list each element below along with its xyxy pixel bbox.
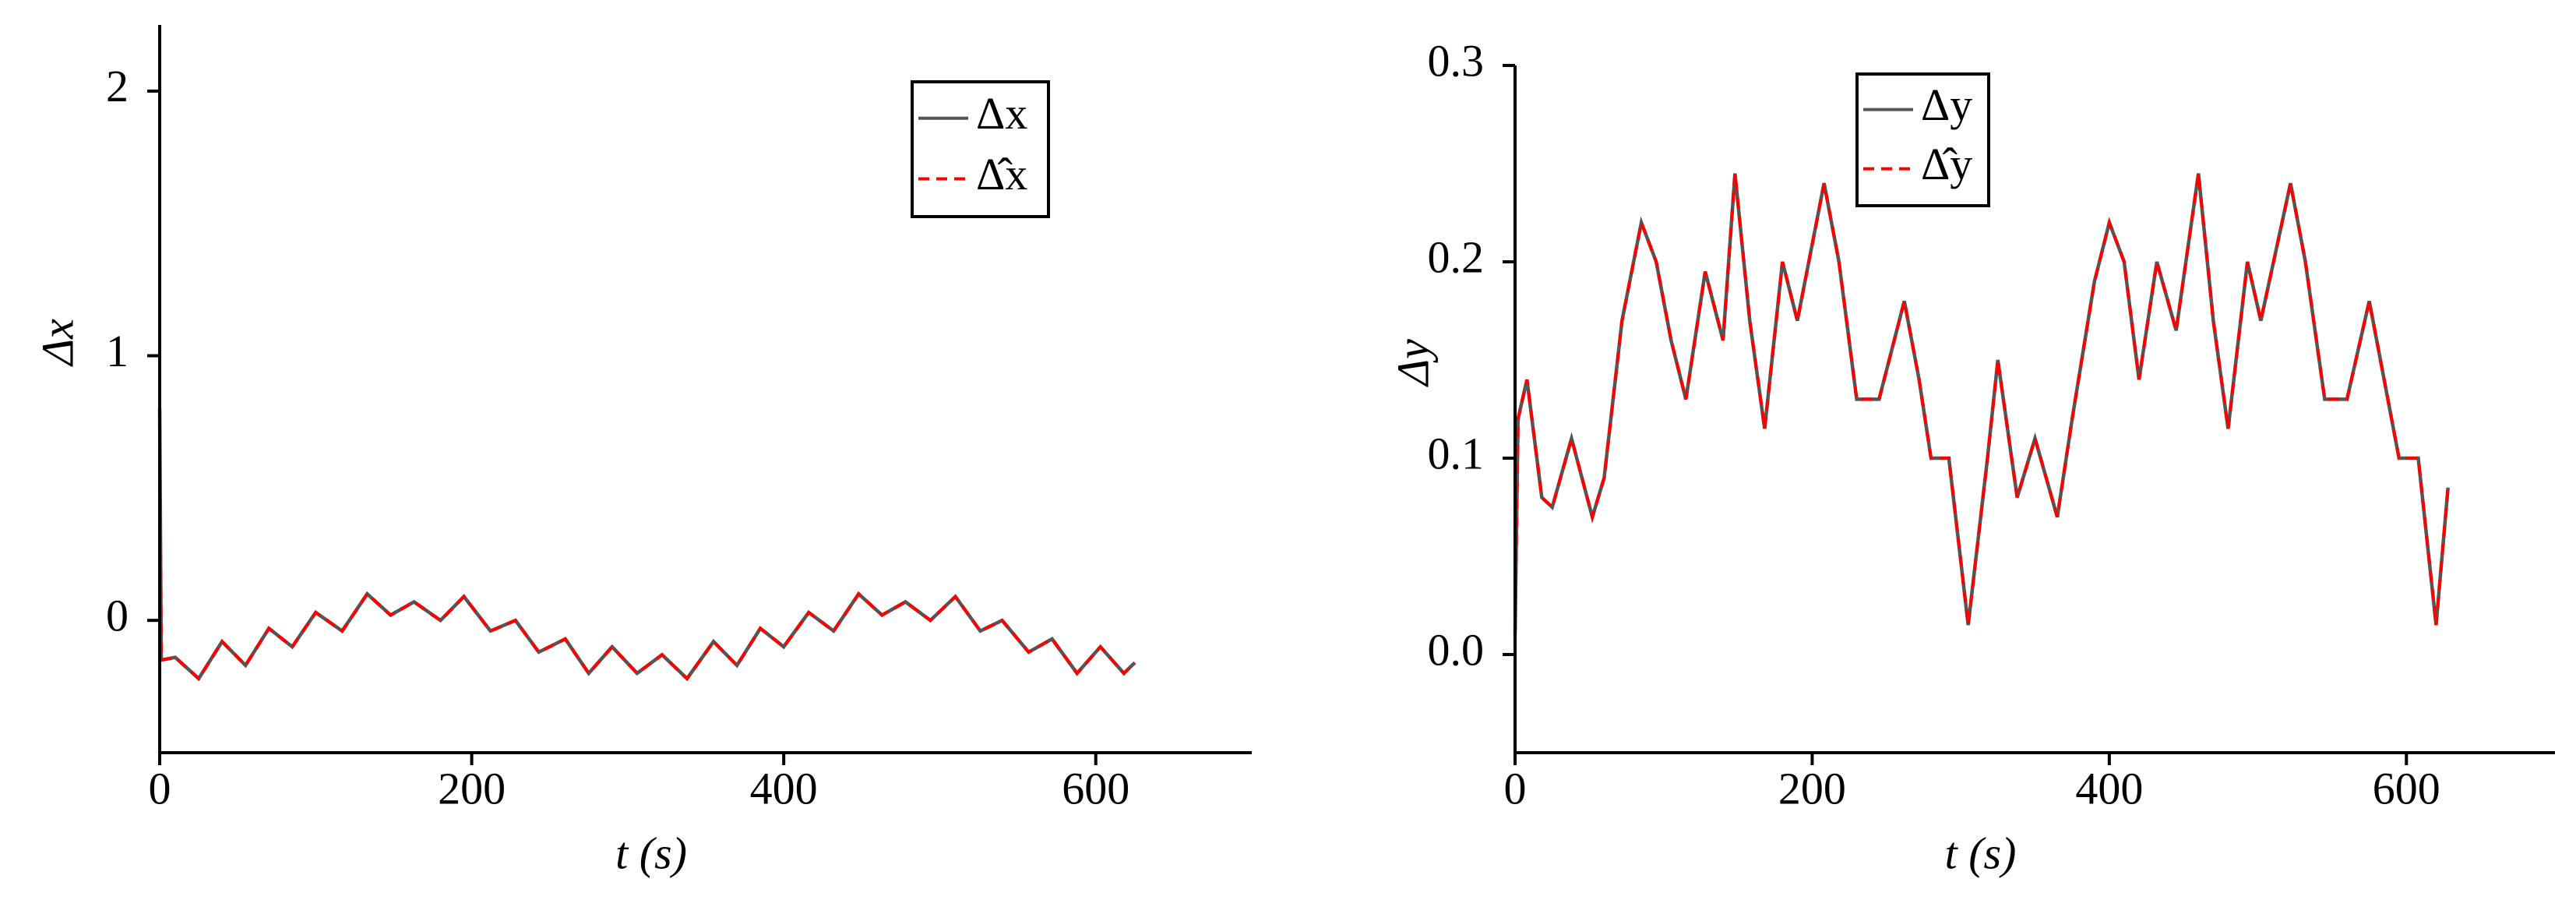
y-tick-label: 1 — [106, 326, 129, 376]
legend-label: Δx — [976, 88, 1027, 139]
legend-label: Δy — [1921, 79, 1972, 130]
legend-box — [911, 80, 1050, 218]
plot: 0 200 400 600 0 1 2 t (s) Δx Δx Δ̂x — [32, 25, 1252, 878]
x-tick-label: 400 — [750, 763, 818, 813]
y-tick-label: 2 — [106, 61, 129, 111]
x-tick-label: 0 — [149, 763, 171, 813]
x-tick-label: 600 — [1062, 763, 1129, 813]
y-axis-label: Δy — [1387, 339, 1438, 387]
x-tick-label: 200 — [1778, 763, 1846, 813]
y-tick-label: 0.1 — [1428, 428, 1485, 478]
data-line — [157, 408, 1136, 682]
legend-label: Δ̂x — [976, 149, 1027, 199]
x-tick-label: 200 — [438, 763, 506, 813]
data-line — [1514, 173, 2450, 635]
x-axis-label: t (s) — [615, 827, 687, 878]
x-tick-label: 600 — [2373, 763, 2440, 813]
data-line — [158, 408, 1136, 681]
x-tick-label: 400 — [2075, 763, 2143, 813]
x-tick-label: 0 — [1504, 763, 1527, 813]
data-line — [1513, 173, 2450, 635]
y-tick-label: 0 — [106, 590, 129, 640]
legend-label: Δ̂y — [1921, 139, 1972, 189]
y-tick-label: 0.3 — [1428, 35, 1485, 86]
x-axis-label: t (s) — [1945, 827, 2017, 878]
y-tick-label: 0.0 — [1428, 624, 1485, 675]
plot: 0 200 400 600 0.0 0.1 0.2 0.3 t (s) Δy Δy Δ̂y — [1387, 35, 2555, 878]
y-tick-label: 0.2 — [1428, 231, 1485, 282]
y-axis-label: Δx — [32, 319, 83, 367]
legend-box — [1855, 72, 1990, 207]
